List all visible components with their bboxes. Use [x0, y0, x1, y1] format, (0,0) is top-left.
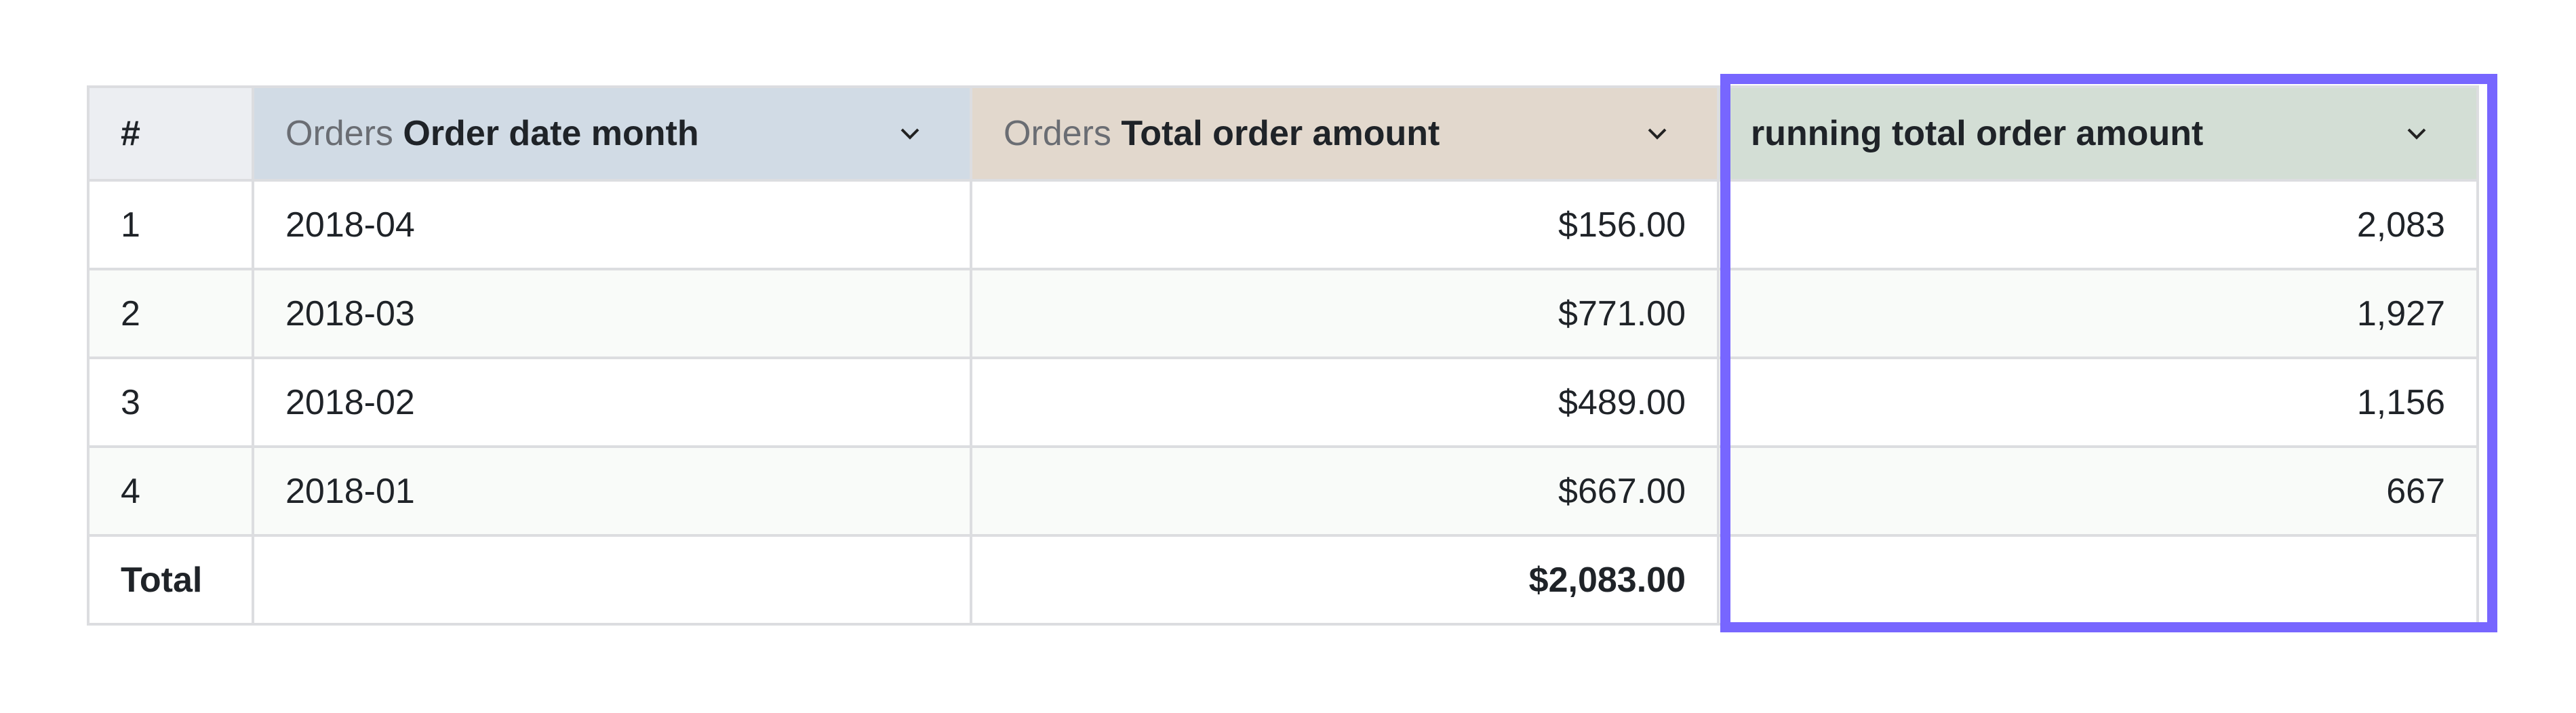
header-order-date-month[interactable]: Orders Order date month: [252, 85, 972, 182]
row-index: 3: [87, 356, 254, 448]
header-total-order-amount[interactable]: Orders Total order amount: [970, 85, 1720, 182]
table-row: 1 2018-04 $156.00 2,083: [87, 179, 2479, 270]
table-row: 3 2018-02 $489.00 1,156: [87, 356, 2479, 448]
running-total-cell: 2,083: [1717, 179, 2479, 270]
chevron-down-icon[interactable]: [2403, 120, 2430, 147]
header-prefix: Orders: [1004, 114, 1111, 153]
results-table: # Orders Order date month Orders Total o…: [87, 85, 2479, 626]
order-date-month-cell: 2018-04: [252, 179, 972, 270]
header-row: # Orders Order date month Orders Total o…: [87, 85, 2479, 182]
totals-row: Total $2,083.00: [87, 534, 2479, 626]
totals-order-amount: $2,083.00: [970, 534, 1720, 626]
chevron-down-icon[interactable]: [896, 120, 924, 147]
order-date-month-cell: 2018-03: [252, 268, 972, 359]
totals-running-empty-cell: [1717, 534, 2479, 626]
row-index: 2: [87, 268, 254, 359]
total-order-amount-cell: $667.00: [970, 445, 1720, 537]
header-running-total[interactable]: running total order amount: [1717, 85, 2479, 182]
running-total-cell: 667: [1717, 445, 2479, 537]
totals-label: Total: [87, 534, 254, 626]
chevron-down-icon[interactable]: [1644, 120, 1671, 147]
header-prefix: Orders: [285, 114, 393, 153]
order-date-month-cell: 2018-02: [252, 356, 972, 448]
total-order-amount-cell: $489.00: [970, 356, 1720, 448]
totals-empty-cell: [252, 534, 972, 626]
running-total-cell: 1,927: [1717, 268, 2479, 359]
table-row: 2 2018-03 $771.00 1,927: [87, 268, 2479, 359]
row-index: 1: [87, 179, 254, 270]
header-index: #: [87, 85, 254, 182]
table-row: 4 2018-01 $667.00 667: [87, 445, 2479, 537]
total-order-amount-cell: $156.00: [970, 179, 1720, 270]
order-date-month-cell: 2018-01: [252, 445, 972, 537]
total-order-amount-cell: $771.00: [970, 268, 1720, 359]
row-index: 4: [87, 445, 254, 537]
running-total-cell: 1,156: [1717, 356, 2479, 448]
